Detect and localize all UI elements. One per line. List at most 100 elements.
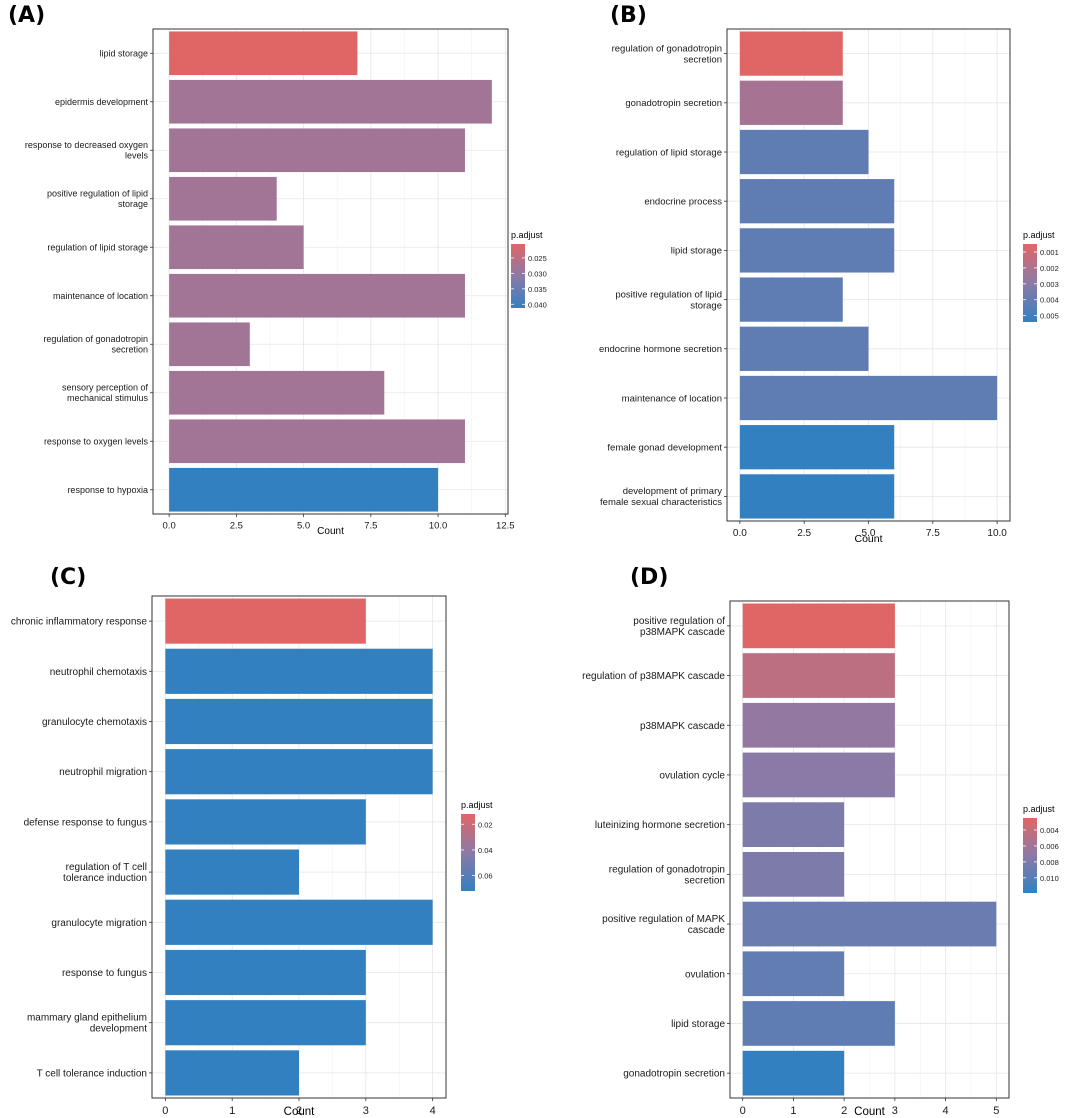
bar bbox=[739, 179, 895, 224]
chart-panel-d: (D) positive regulation of p38MAPK cascade… bbox=[582, 565, 1059, 1118]
x-tick-label: 10.0 bbox=[987, 528, 1007, 539]
bar bbox=[742, 802, 845, 848]
y-tick-label: sensory perception of mechanical stimulus bbox=[62, 383, 149, 404]
legend-tick-label: 0.040 bbox=[528, 300, 547, 309]
bar bbox=[165, 849, 299, 895]
y-tick-label: defense response to fungus bbox=[24, 817, 147, 828]
chart-panel-c: (C) chronic inflammatory response neutroph… bbox=[11, 565, 493, 1118]
legend-title: p.adjust bbox=[511, 230, 543, 240]
x-tick-label: 3 bbox=[892, 1105, 898, 1117]
bar bbox=[739, 375, 998, 421]
legend-tick-label: 0.004 bbox=[1040, 826, 1059, 835]
bar bbox=[165, 949, 366, 996]
y-tick-label: T cell tolerance induction bbox=[37, 1068, 147, 1079]
y-tick-label: chronic inflammatory response bbox=[11, 617, 148, 628]
legend-title: p.adjust bbox=[1023, 804, 1055, 814]
bar bbox=[165, 749, 433, 795]
legend-colorbar bbox=[511, 244, 525, 308]
x-tick-label: 7.5 bbox=[926, 528, 940, 539]
chart-panel-a: (A) lipid storage epidermis development res… bbox=[8, 3, 547, 537]
legend-title: p.adjust bbox=[461, 800, 493, 810]
x-tick-label: 5.0 bbox=[297, 521, 310, 532]
bar bbox=[739, 80, 843, 125]
x-tick-label: 4 bbox=[430, 1105, 436, 1117]
bar bbox=[742, 851, 845, 897]
panel-label: (C) bbox=[50, 565, 86, 590]
x-tick-label: 0 bbox=[740, 1105, 746, 1117]
bar bbox=[169, 79, 492, 124]
bar bbox=[169, 419, 465, 464]
y-tick-label: positive regulation of p38MAPK cascade bbox=[633, 616, 725, 638]
x-tick-label: 0 bbox=[162, 1105, 168, 1117]
panel-label: (D) bbox=[630, 565, 668, 590]
x-tick-label: 0.0 bbox=[733, 528, 747, 539]
bar bbox=[169, 370, 385, 415]
y-tick-label: lipid storage bbox=[671, 1019, 725, 1030]
chart-panel-b: (B) regulation of gonadotropin secretion go… bbox=[599, 3, 1059, 545]
x-tick-label: 2 bbox=[296, 1105, 302, 1117]
bar bbox=[169, 176, 277, 221]
legend-tick-label: 0.005 bbox=[1040, 312, 1059, 321]
y-tick-label: response to oxygen levels bbox=[44, 436, 149, 446]
bar bbox=[169, 273, 465, 318]
plot-border bbox=[152, 28, 509, 515]
legend-tick-label: 0.010 bbox=[1040, 874, 1059, 883]
x-axis-title: Count bbox=[854, 1106, 885, 1118]
y-tick-label: lipid storage bbox=[671, 246, 722, 257]
bar bbox=[165, 1000, 366, 1046]
y-tick-label: regulation of p38MAPK cascade bbox=[582, 671, 725, 682]
y-tick-label: granulocyte migration bbox=[51, 918, 147, 929]
legend-colorbar bbox=[1023, 244, 1037, 322]
y-tick-label: lipid storage bbox=[99, 48, 148, 58]
y-tick-label: endocrine hormone secretion bbox=[599, 344, 722, 355]
x-tick-label: 2.5 bbox=[797, 528, 811, 539]
bar bbox=[739, 129, 869, 175]
panel-label: (A) bbox=[8, 3, 45, 28]
y-tick-label: epidermis development bbox=[55, 97, 149, 107]
bar bbox=[165, 598, 366, 644]
legend-tick-label: 0.02 bbox=[478, 820, 493, 829]
y-tick-label: maintenance of location bbox=[622, 393, 722, 404]
y-tick-label: development of primary female sexual char… bbox=[600, 486, 722, 508]
y-tick-label: female gonad development bbox=[607, 443, 722, 454]
x-tick-label: 7.5 bbox=[364, 521, 377, 532]
x-axis-title: Count bbox=[284, 1106, 315, 1118]
legend-colorbar bbox=[1023, 818, 1037, 893]
bar bbox=[739, 31, 843, 76]
y-tick-label: positive regulation of lipid storage bbox=[47, 189, 148, 210]
bar bbox=[742, 1050, 845, 1096]
y-tick-label: regulation of lipid storage bbox=[47, 242, 148, 252]
x-axis-title: Count bbox=[317, 526, 344, 537]
y-tick-label: positive regulation of lipid storage bbox=[615, 289, 722, 311]
legend-tick-label: 0.006 bbox=[1040, 842, 1059, 851]
legend-colorbar bbox=[461, 814, 475, 891]
y-tick-label: response to hypoxia bbox=[67, 485, 148, 495]
bar bbox=[165, 1050, 299, 1096]
y-tick-label: positive regulation of MAPK cascade bbox=[602, 914, 725, 936]
bar bbox=[165, 899, 433, 945]
legend-tick-label: 0.004 bbox=[1040, 296, 1059, 305]
bar bbox=[742, 951, 845, 997]
legend-tick-label: 0.008 bbox=[1040, 858, 1059, 867]
x-tick-label: 2.5 bbox=[230, 521, 243, 532]
x-tick-label: 0.0 bbox=[163, 521, 176, 532]
y-tick-label: regulation of lipid storage bbox=[616, 147, 722, 158]
y-tick-label: response to decreased oxygen levels bbox=[25, 140, 149, 161]
bar bbox=[739, 425, 895, 470]
legend-tick-label: 0.002 bbox=[1040, 264, 1059, 273]
bar bbox=[742, 1001, 895, 1046]
legend-tick-label: 0.030 bbox=[528, 269, 547, 278]
y-tick-label: luteinizing hormone secretion bbox=[595, 820, 725, 831]
y-tick-label: endocrine process bbox=[644, 197, 722, 208]
legend-tick-label: 0.06 bbox=[478, 872, 493, 881]
bar bbox=[742, 901, 997, 947]
y-tick-label: neutrophil migration bbox=[59, 767, 147, 778]
bar bbox=[169, 225, 304, 270]
bar bbox=[739, 326, 869, 371]
bar bbox=[742, 653, 895, 698]
x-tick-label: 5.0 bbox=[862, 528, 876, 539]
y-tick-label: neutrophil chemotaxis bbox=[50, 667, 147, 678]
x-axis-title: Count bbox=[854, 533, 882, 545]
y-tick-label: gonadotropin secretion bbox=[623, 1069, 725, 1080]
